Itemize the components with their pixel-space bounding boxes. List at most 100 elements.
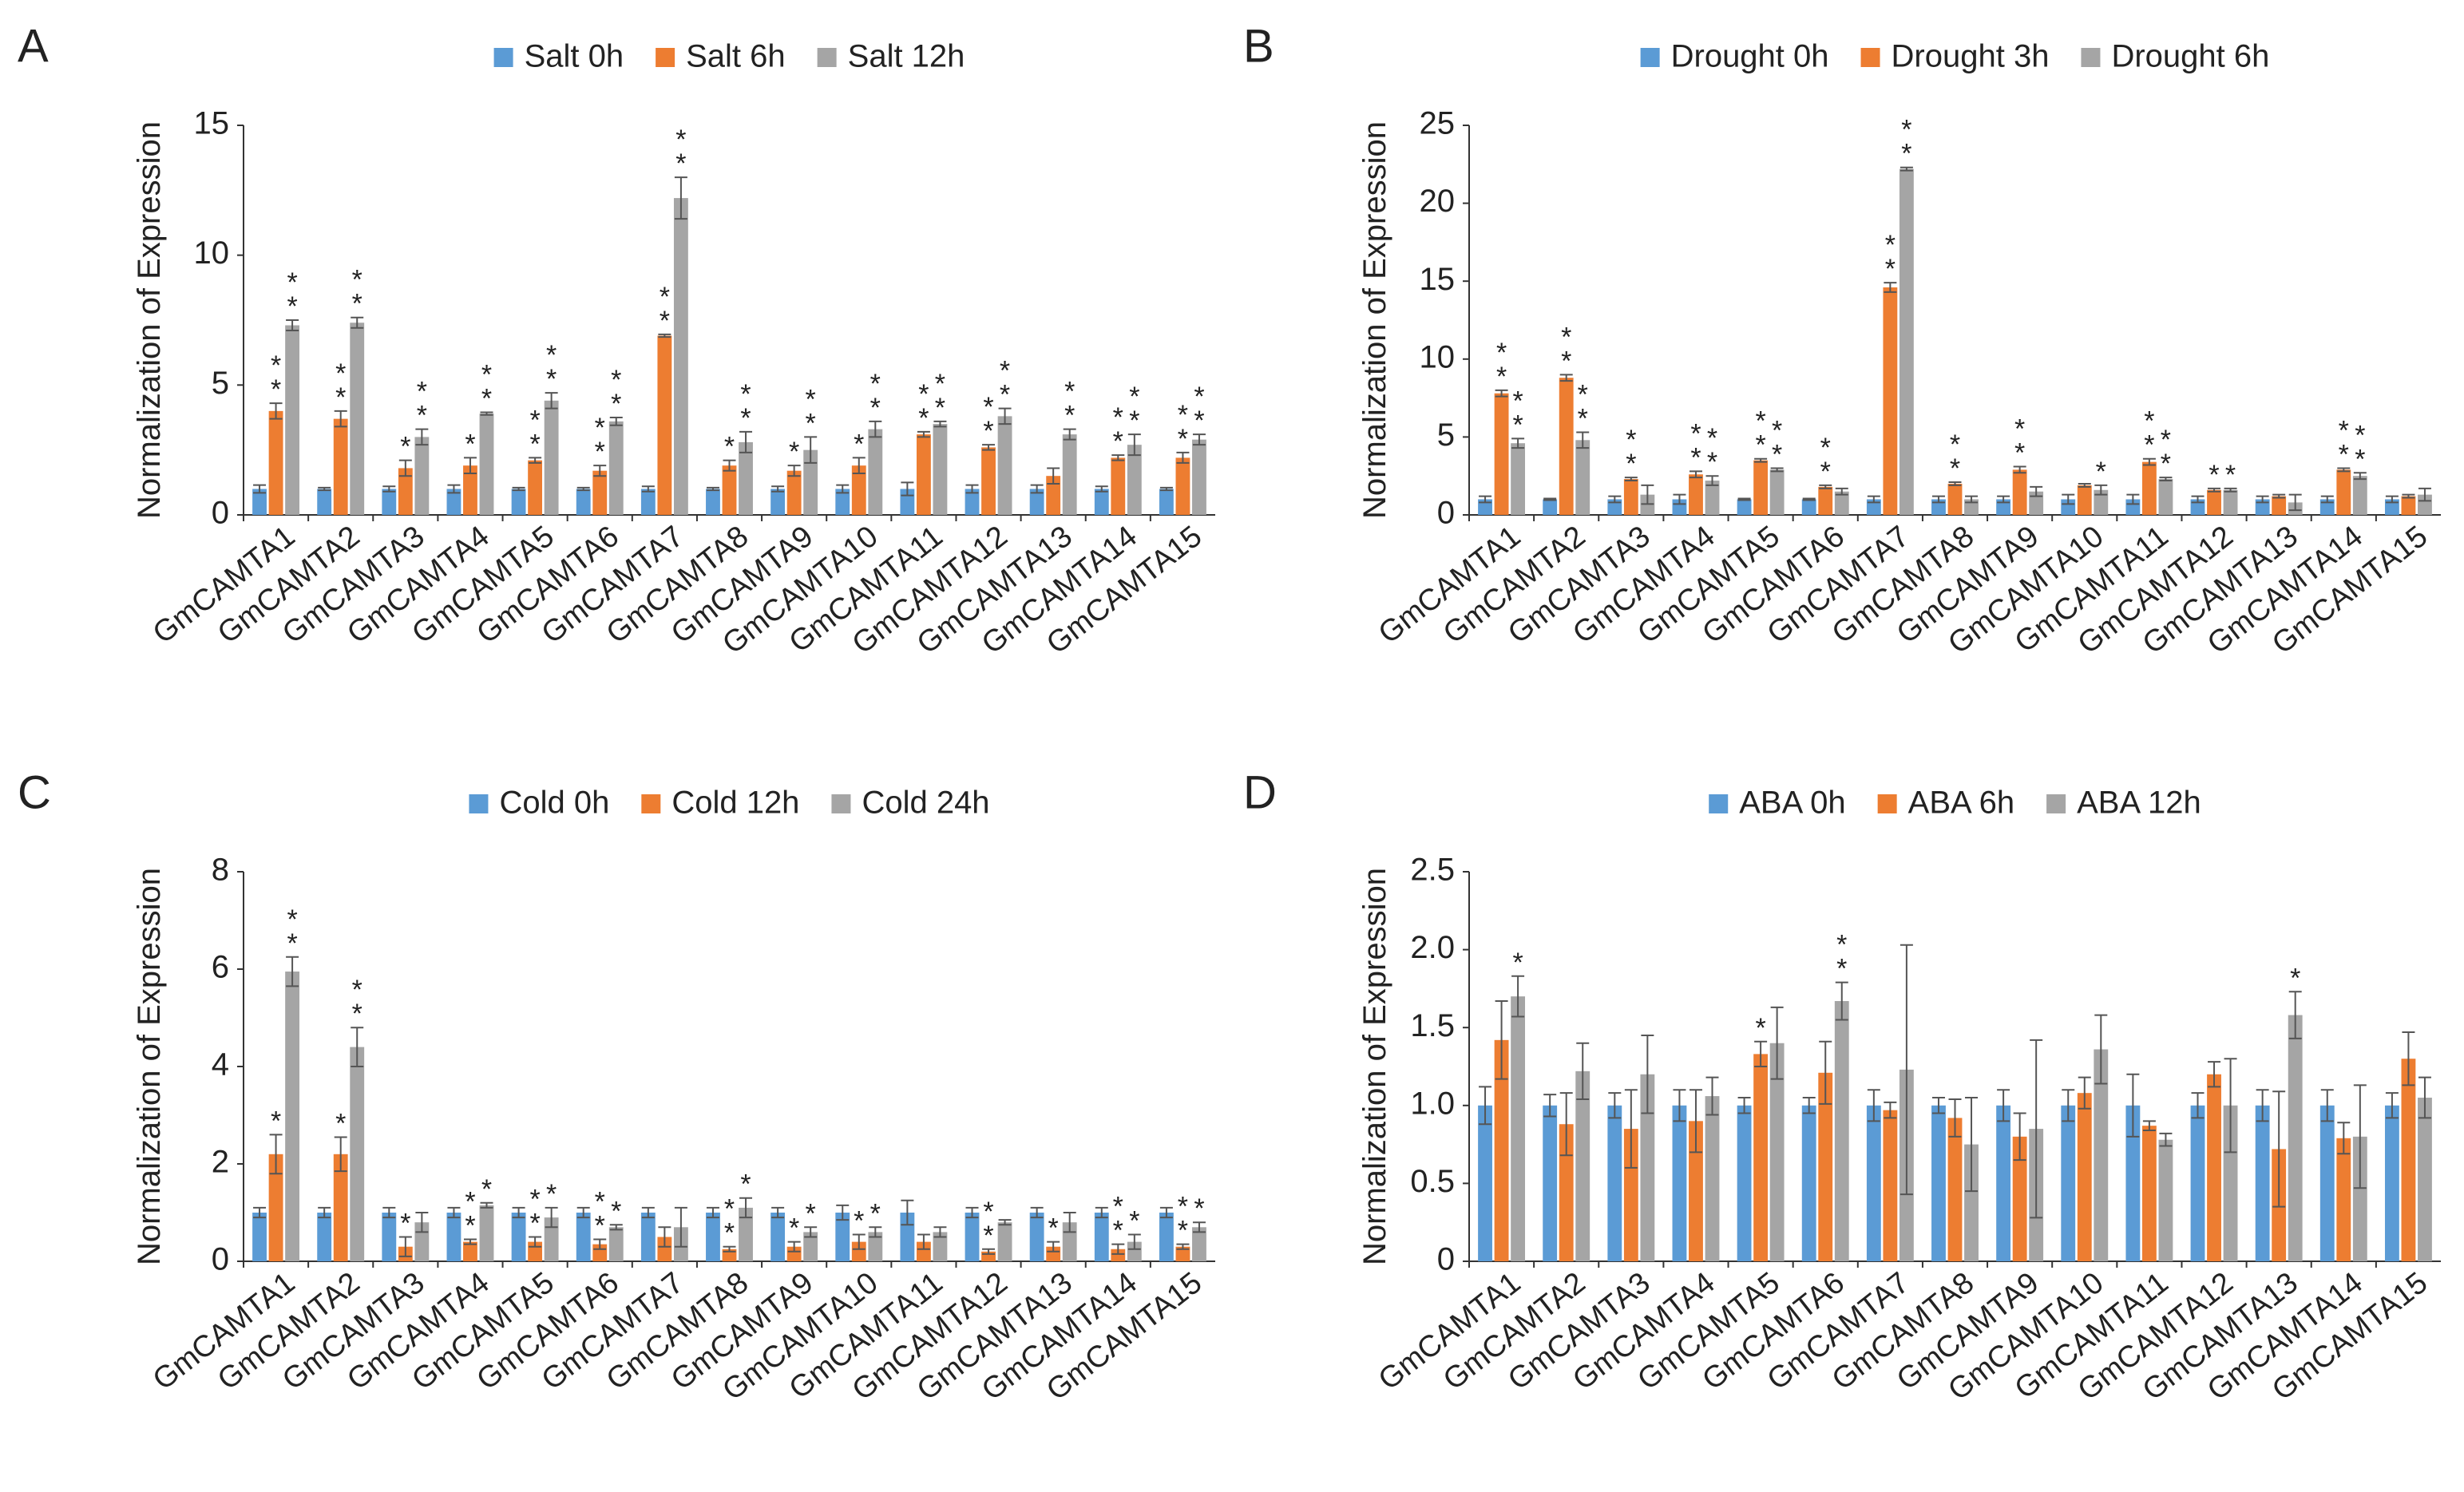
significance-mark: ** — [731, 379, 761, 427]
error-bar — [1997, 1089, 2010, 1122]
bar — [1801, 1105, 1816, 1261]
legend-label: Drought 3h — [1892, 39, 2050, 74]
bar — [268, 410, 283, 515]
legend-swatch — [2081, 48, 2101, 67]
y-axis-title: Normalization of Expression — [132, 868, 167, 1265]
bar — [544, 400, 559, 515]
significance-mark: ** — [2134, 406, 2165, 454]
bar — [382, 1213, 397, 1261]
bar — [479, 1205, 494, 1261]
error-bar — [2402, 1031, 2415, 1086]
significance-mark: ** — [1567, 380, 1598, 428]
significance-mark: ** — [601, 365, 632, 413]
bar — [1127, 445, 1142, 515]
bar — [1575, 1071, 1591, 1261]
error-bar — [739, 430, 753, 453]
bar — [786, 1246, 802, 1261]
error-bar — [415, 428, 429, 446]
error-bar — [1931, 1097, 1945, 1114]
bar — [333, 418, 348, 515]
error-bar — [965, 1206, 979, 1219]
bar — [1159, 1213, 1174, 1261]
error-bar — [2094, 1014, 2108, 1085]
y-tick-label: 1.5 — [1410, 1008, 1455, 1043]
significance-mark: ** — [2328, 415, 2359, 463]
error-bar — [933, 1226, 947, 1238]
error-bar — [901, 1199, 914, 1226]
error-bar — [1030, 1206, 1044, 1219]
bar — [640, 489, 656, 515]
bar — [2272, 496, 2287, 515]
bar — [1818, 1072, 1833, 1261]
error-bar — [1608, 1092, 1622, 1119]
error-bar — [2013, 465, 2026, 474]
error-bar — [2353, 1084, 2367, 1189]
significance-mark: ** — [342, 265, 372, 313]
error-bar — [2385, 1092, 2399, 1119]
bar — [1834, 1001, 1849, 1261]
bar — [2319, 1105, 2335, 1261]
error-bar — [2418, 487, 2431, 502]
bar — [285, 972, 300, 1261]
error-bar — [804, 436, 818, 464]
bar — [2141, 1126, 2157, 1261]
y-axis-title: Normalization of Expression — [132, 121, 167, 519]
y-tick-label: 5 — [212, 366, 229, 401]
y-tick-label: 25 — [1420, 106, 1456, 141]
bar — [446, 1213, 462, 1261]
legend-label: Cold 12h — [671, 786, 799, 821]
error-bar — [1511, 975, 1525, 1018]
significance-mark: ** — [2150, 425, 2181, 473]
error-bar — [2224, 487, 2237, 493]
bar — [1127, 1241, 1142, 1261]
legend-label: ABA 6h — [1908, 786, 2014, 821]
error-bar — [787, 1241, 801, 1253]
significance-mark: ** — [1616, 425, 1646, 473]
error-bar — [2402, 493, 2415, 499]
bar — [1947, 483, 1963, 515]
bar — [981, 447, 996, 515]
error-bar — [658, 1226, 671, 1248]
bar — [803, 1232, 818, 1261]
y-tick-label: 15 — [194, 106, 230, 141]
error-bar — [269, 1134, 283, 1175]
error-bar — [286, 956, 299, 987]
legend-swatch — [817, 48, 837, 67]
error-bar — [1159, 486, 1173, 492]
legend-swatch — [656, 48, 675, 67]
bar — [576, 489, 591, 515]
error-bar — [771, 1206, 785, 1219]
bar — [2336, 469, 2351, 515]
error-bar — [1095, 485, 1108, 493]
error-bar — [1673, 1089, 1686, 1122]
error-bar — [836, 1204, 850, 1221]
bar — [1111, 457, 1126, 515]
error-bar — [852, 457, 866, 474]
y-tick-label: 0.5 — [1410, 1164, 1455, 1199]
bar — [835, 489, 850, 515]
bar — [1883, 1110, 1898, 1261]
significance-mark: * — [844, 1205, 874, 1229]
error-bar — [658, 333, 671, 338]
error-bar — [2337, 1122, 2351, 1155]
significance-mark: ** — [1055, 377, 1085, 425]
error-bar — [512, 486, 525, 492]
error-bar — [1673, 493, 1686, 505]
bar — [997, 1222, 1012, 1261]
error-bar — [982, 1248, 996, 1255]
bar — [2077, 1093, 2092, 1261]
error-bar — [1689, 470, 1702, 479]
bar — [1175, 1246, 1190, 1261]
bar — [739, 441, 753, 515]
bar — [916, 1241, 931, 1261]
bar — [2029, 491, 2044, 515]
error-bar — [641, 1206, 655, 1219]
bar — [786, 470, 802, 515]
significance-mark: ** — [666, 125, 696, 172]
error-bar — [2126, 1073, 2140, 1138]
bar — [398, 468, 413, 515]
error-bar — [771, 485, 785, 493]
error-bar — [2159, 477, 2173, 482]
